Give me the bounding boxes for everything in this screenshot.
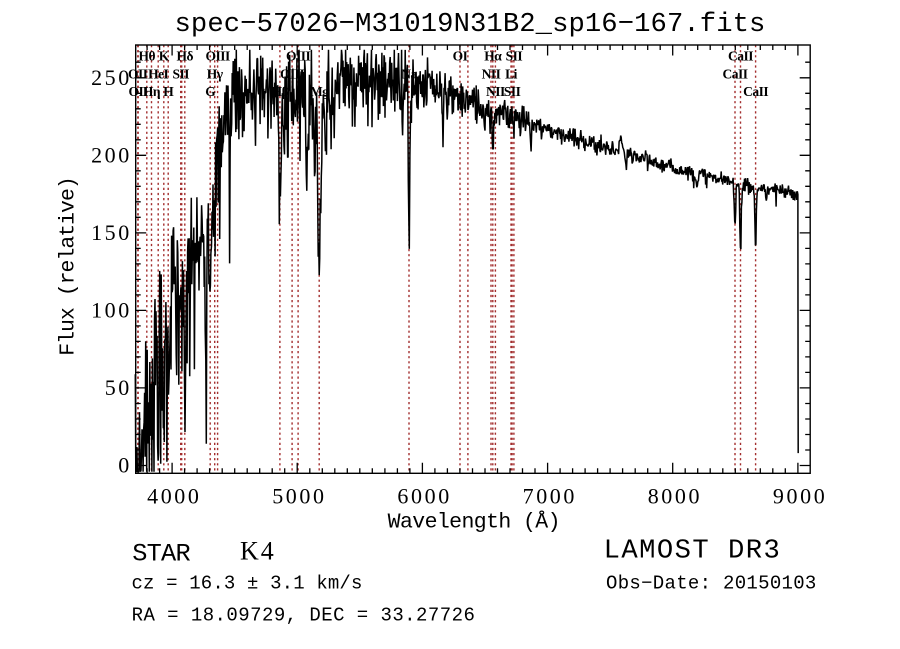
- svg-text:K4: K4: [240, 537, 276, 566]
- svg-text:RA = 18.09729, DEC = 33.2772: RA = 18.09729, DEC = 33.27726: [132, 605, 476, 627]
- svg-text:Hη: Hη: [143, 84, 161, 99]
- svg-text:H: H: [163, 84, 174, 99]
- svg-text:LAMOST DR3: LAMOST DR3: [604, 536, 782, 567]
- svg-text:Hθ: Hθ: [139, 49, 156, 64]
- svg-text:9000: 9000: [773, 483, 827, 508]
- svg-text:OII: OII: [128, 84, 148, 99]
- svg-text:Flux (relative): Flux (relative): [57, 177, 81, 356]
- svg-text:Hγ: Hγ: [207, 66, 224, 81]
- svg-text:OI: OI: [453, 49, 468, 64]
- svg-text:Wavelength (Å): Wavelength (Å): [388, 509, 560, 535]
- svg-text:SII: SII: [172, 66, 189, 81]
- svg-text:STAR: STAR: [132, 540, 190, 569]
- svg-text:8000: 8000: [648, 483, 702, 508]
- svg-text:100: 100: [91, 298, 132, 323]
- svg-text:Li: Li: [505, 66, 518, 81]
- svg-text:CaII: CaII: [743, 84, 768, 99]
- svg-text:OIII: OIII: [205, 49, 230, 64]
- svg-text:250: 250: [91, 65, 132, 90]
- svg-text:G: G: [205, 84, 216, 99]
- svg-text:SII: SII: [506, 49, 523, 64]
- svg-text:6000: 6000: [397, 483, 451, 508]
- svg-text:NII: NII: [482, 66, 501, 81]
- svg-text:7000: 7000: [523, 483, 577, 508]
- svg-text:Hβ: Hβ: [272, 84, 289, 99]
- svg-text:HeI: HeI: [148, 66, 168, 81]
- svg-text:spec−57026−M31019N31B2_sp16−16: spec−57026−M31019N31B2_sp16−167.fits: [175, 9, 766, 40]
- svg-text:cz = 16.3 ± 3.1 km/s: cz = 16.3 ± 3.1 km/s: [132, 573, 363, 595]
- svg-text:4000: 4000: [147, 483, 201, 508]
- svg-text:Na: Na: [401, 66, 417, 81]
- svg-text:OII: OII: [128, 66, 148, 81]
- svg-text:OIII: OIII: [286, 49, 311, 64]
- svg-text:K: K: [159, 49, 170, 64]
- svg-text:Hδ: Hδ: [177, 49, 194, 64]
- svg-text:SII: SII: [504, 84, 521, 99]
- svg-text:200: 200: [91, 143, 132, 168]
- svg-text:OIII: OIII: [280, 66, 305, 81]
- svg-text:Obs−Date: 20150103: Obs−Date: 20150103: [606, 573, 817, 595]
- svg-text:0: 0: [118, 453, 132, 478]
- svg-text:NII: NII: [486, 84, 505, 99]
- svg-text:150: 150: [91, 220, 132, 245]
- svg-text:CaII: CaII: [722, 66, 747, 81]
- svg-text:Mg: Mg: [310, 84, 329, 99]
- svg-text:CaII: CaII: [728, 49, 753, 64]
- svg-text:Hα: Hα: [484, 49, 502, 64]
- svg-text:5000: 5000: [272, 483, 326, 508]
- svg-text:50: 50: [105, 375, 132, 400]
